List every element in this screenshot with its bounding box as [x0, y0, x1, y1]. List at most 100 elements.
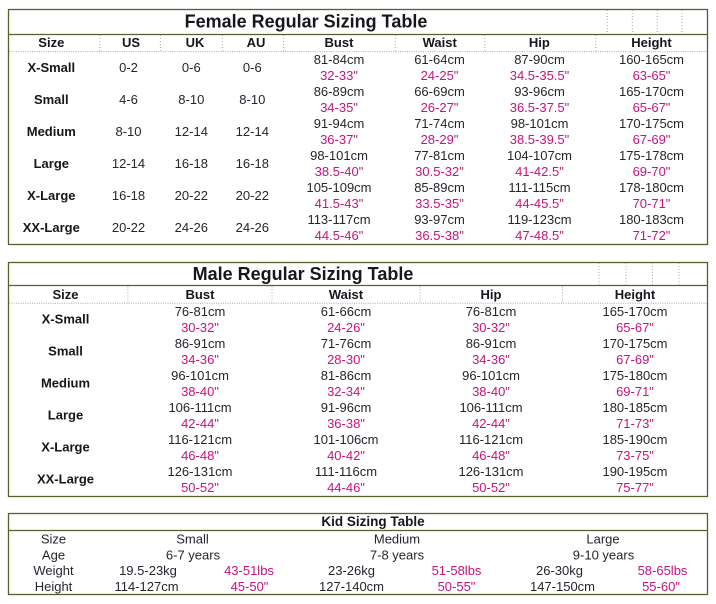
svg-text:71-72": 71-72"	[633, 228, 671, 243]
svg-text:86-89cm: 86-89cm	[314, 84, 365, 99]
svg-text:0-6: 0-6	[182, 60, 201, 75]
svg-text:32-34": 32-34"	[327, 384, 365, 399]
svg-text:24-26: 24-26	[236, 220, 269, 235]
svg-text:24-26: 24-26	[175, 220, 208, 235]
svg-text:114-127cm: 114-127cm	[114, 579, 178, 594]
svg-text:180-185cm: 180-185cm	[602, 400, 667, 415]
svg-text:106-111cm: 106-111cm	[168, 400, 231, 415]
svg-text:Age: Age	[42, 547, 65, 562]
svg-text:98-101cm: 98-101cm	[310, 148, 368, 163]
svg-text:127-140cm: 127-140cm	[319, 579, 384, 594]
svg-text:190-195cm: 190-195cm	[602, 464, 667, 479]
svg-text:50-55": 50-55"	[438, 579, 476, 594]
svg-text:119-123cm: 119-123cm	[507, 212, 571, 227]
svg-text:160-165cm: 160-165cm	[619, 52, 684, 67]
svg-text:Medium: Medium	[41, 376, 90, 391]
svg-text:170-175cm: 170-175cm	[602, 336, 667, 351]
svg-text:41-42.5": 41-42.5"	[515, 164, 564, 179]
svg-text:86-91cm: 86-91cm	[466, 336, 517, 351]
svg-text:16-18: 16-18	[175, 156, 208, 171]
svg-text:46-48": 46-48"	[181, 448, 219, 463]
svg-text:AU: AU	[247, 35, 266, 50]
svg-text:Large: Large	[34, 156, 69, 171]
svg-text:Height: Height	[615, 287, 656, 302]
svg-text:71-76cm: 71-76cm	[321, 336, 372, 351]
svg-text:71-73": 71-73"	[616, 416, 654, 431]
svg-text:175-178cm: 175-178cm	[619, 148, 684, 163]
svg-text:61-66cm: 61-66cm	[321, 304, 372, 319]
svg-text:36.5-38": 36.5-38"	[415, 228, 464, 243]
svg-text:111-116cm: 111-116cm	[315, 464, 377, 479]
svg-text:Large: Large	[586, 532, 619, 547]
svg-text:44-45.5": 44-45.5"	[515, 196, 564, 211]
svg-text:Small: Small	[48, 344, 83, 359]
svg-text:30.5-32": 30.5-32"	[415, 164, 464, 179]
svg-text:34-36": 34-36"	[181, 352, 219, 367]
svg-text:8-10: 8-10	[178, 92, 204, 107]
svg-text:55-60": 55-60"	[642, 579, 680, 594]
svg-text:Female Regular Sizing Table: Female Regular Sizing Table	[185, 12, 428, 32]
svg-text:126-131cm: 126-131cm	[458, 464, 523, 479]
svg-text:38-40": 38-40"	[472, 384, 510, 399]
svg-text:X-Small: X-Small	[27, 60, 75, 75]
svg-text:12-14: 12-14	[175, 124, 208, 139]
svg-text:16-18: 16-18	[112, 188, 145, 203]
svg-text:X-Large: X-Large	[27, 188, 75, 203]
svg-text:76-81cm: 76-81cm	[466, 304, 517, 319]
svg-text:170-175cm: 170-175cm	[619, 116, 684, 131]
svg-text:106-111cm: 106-111cm	[459, 400, 522, 415]
svg-text:75-77": 75-77"	[616, 480, 654, 495]
svg-text:175-180cm: 175-180cm	[602, 368, 667, 383]
svg-text:50-52": 50-52"	[181, 480, 219, 495]
svg-text:44.5-46": 44.5-46"	[315, 228, 364, 243]
svg-text:93-97cm: 93-97cm	[414, 212, 465, 227]
svg-text:178-180cm: 178-180cm	[619, 180, 684, 195]
svg-text:19.5-23kg: 19.5-23kg	[119, 563, 177, 578]
svg-text:8-10: 8-10	[115, 124, 141, 139]
svg-text:81-84cm: 81-84cm	[314, 52, 365, 67]
svg-text:Kid Sizing Table: Kid Sizing Table	[321, 514, 425, 529]
svg-text:47-48.5": 47-48.5"	[515, 228, 564, 243]
svg-text:50-52": 50-52"	[472, 480, 510, 495]
svg-text:40-42": 40-42"	[327, 448, 365, 463]
svg-text:42-44": 42-44"	[181, 416, 219, 431]
svg-text:96-101cm: 96-101cm	[171, 368, 229, 383]
svg-text:Size: Size	[41, 532, 66, 547]
svg-text:38-40": 38-40"	[181, 384, 219, 399]
svg-text:9-10 years: 9-10 years	[573, 547, 635, 562]
svg-text:36-37": 36-37"	[320, 132, 358, 147]
svg-text:165-170cm: 165-170cm	[602, 304, 667, 319]
svg-text:69-71": 69-71"	[616, 384, 654, 399]
svg-text:96-101cm: 96-101cm	[462, 368, 520, 383]
svg-text:Small: Small	[34, 92, 69, 107]
svg-text:Small: Small	[176, 532, 209, 547]
svg-text:105-109cm: 105-109cm	[306, 180, 371, 195]
svg-text:104-107cm: 104-107cm	[507, 148, 572, 163]
svg-text:0-2: 0-2	[119, 60, 138, 75]
svg-text:42-44": 42-44"	[472, 416, 510, 431]
svg-text:32-33": 32-33"	[320, 68, 358, 83]
svg-text:116-121cm: 116-121cm	[168, 432, 232, 447]
svg-text:20-22: 20-22	[175, 188, 208, 203]
svg-text:93-96cm: 93-96cm	[514, 84, 565, 99]
svg-text:Size: Size	[52, 287, 78, 302]
svg-text:67-69": 67-69"	[633, 132, 671, 147]
svg-text:46-48": 46-48"	[472, 448, 510, 463]
svg-text:Large: Large	[48, 408, 83, 423]
svg-text:33.5-35": 33.5-35"	[415, 196, 464, 211]
svg-text:44-46": 44-46"	[327, 480, 365, 495]
svg-text:34.5-35.5": 34.5-35.5"	[510, 68, 570, 83]
svg-text:US: US	[122, 35, 140, 50]
svg-text:Height: Height	[35, 579, 73, 594]
svg-text:23-26kg: 23-26kg	[328, 563, 375, 578]
svg-text:XX-Large: XX-Large	[37, 472, 94, 487]
svg-text:20-22: 20-22	[112, 220, 145, 235]
svg-text:Hip: Hip	[481, 287, 502, 302]
svg-text:91-94cm: 91-94cm	[314, 116, 365, 131]
svg-text:Weight: Weight	[33, 563, 74, 578]
svg-text:126-131cm: 126-131cm	[167, 464, 232, 479]
svg-text:98-101cm: 98-101cm	[511, 116, 569, 131]
svg-text:91-96cm: 91-96cm	[321, 400, 372, 415]
svg-text:165-170cm: 165-170cm	[619, 84, 684, 99]
svg-text:XX-Large: XX-Large	[23, 220, 80, 235]
